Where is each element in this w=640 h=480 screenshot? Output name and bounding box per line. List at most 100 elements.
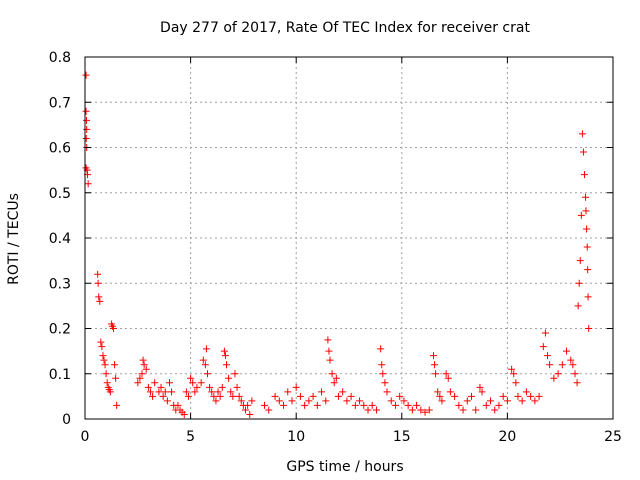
data-point (221, 352, 229, 360)
data-point (396, 392, 404, 400)
data-point (413, 401, 421, 409)
data-point (574, 302, 582, 310)
data-point (573, 379, 581, 387)
data-point (459, 406, 467, 414)
data-point (100, 356, 108, 364)
data-point (351, 401, 359, 409)
data-point (214, 388, 222, 396)
data-point (237, 397, 245, 405)
data-point (451, 392, 459, 400)
data-point (472, 406, 480, 414)
data-point (425, 406, 433, 414)
data-points (82, 71, 593, 418)
data-point (223, 361, 231, 369)
data-point (101, 361, 109, 369)
data-point (429, 352, 437, 360)
data-point (202, 345, 210, 353)
y-tick-label: 0.3 (49, 276, 71, 292)
data-point (446, 388, 454, 396)
data-point (97, 338, 105, 346)
data-point (584, 266, 592, 274)
data-point (82, 134, 90, 142)
data-point (563, 347, 571, 355)
data-point (404, 401, 412, 409)
data-point (434, 388, 442, 396)
data-point (275, 397, 283, 405)
x-tick-label: 0 (81, 429, 90, 445)
data-point (208, 388, 216, 396)
data-point (225, 374, 233, 382)
data-point (212, 397, 220, 405)
data-point (332, 374, 340, 382)
y-axis-label: ROTI / TECUs (6, 193, 22, 285)
data-point (325, 347, 333, 355)
data-point (139, 356, 147, 364)
data-point (567, 356, 575, 364)
data-point (193, 383, 201, 391)
data-point (527, 392, 535, 400)
data-point (467, 392, 475, 400)
data-point (377, 345, 385, 353)
data-point (535, 392, 543, 400)
data-point (95, 293, 103, 301)
data-point (210, 392, 218, 400)
data-point (182, 388, 190, 396)
data-point (442, 370, 450, 378)
data-point (577, 211, 585, 219)
x-tick-label: 15 (393, 429, 411, 445)
data-point (157, 383, 165, 391)
data-point (476, 383, 484, 391)
data-point (558, 361, 566, 369)
data-point (199, 356, 207, 364)
data-point (203, 370, 211, 378)
data-point (110, 325, 118, 332)
data-point (491, 406, 499, 414)
data-point (82, 116, 90, 124)
data-point (578, 130, 586, 138)
data-point (576, 257, 584, 265)
data-point (284, 388, 292, 396)
data-point (391, 401, 399, 409)
data-point (206, 383, 214, 391)
data-point (510, 370, 518, 378)
data-point (539, 343, 547, 351)
y-tick-label: 0.2 (49, 322, 71, 338)
data-point (265, 406, 273, 414)
data-point (580, 171, 588, 179)
data-point (140, 361, 148, 369)
data-point (583, 243, 591, 251)
data-point (330, 379, 338, 387)
data-point (246, 410, 254, 418)
data-point (112, 374, 120, 382)
x-tick-label: 10 (287, 429, 305, 445)
y-tick-label: 0.7 (49, 95, 71, 111)
data-point (102, 370, 110, 378)
data-point (569, 361, 577, 369)
data-point (242, 406, 250, 414)
data-point (191, 388, 199, 396)
data-point (161, 388, 169, 396)
data-point (554, 370, 562, 378)
data-point (309, 392, 317, 400)
y-tick-label: 0 (62, 412, 71, 428)
data-point (220, 347, 228, 355)
data-point (478, 388, 486, 396)
data-point (356, 397, 364, 405)
x-tick-label: 25 (604, 429, 622, 445)
data-point (301, 401, 309, 409)
data-point (550, 374, 558, 382)
data-point (103, 379, 111, 387)
data-point (197, 379, 205, 387)
data-point (218, 383, 226, 391)
data-point (364, 406, 372, 414)
data-point (149, 392, 157, 400)
data-point (84, 180, 92, 188)
y-tick-label: 0.8 (49, 50, 71, 66)
data-point (512, 379, 520, 387)
grid (85, 57, 613, 419)
data-point (187, 374, 195, 382)
data-point (522, 388, 530, 396)
data-point (541, 329, 549, 337)
data-point (444, 374, 452, 382)
data-point (585, 325, 593, 332)
